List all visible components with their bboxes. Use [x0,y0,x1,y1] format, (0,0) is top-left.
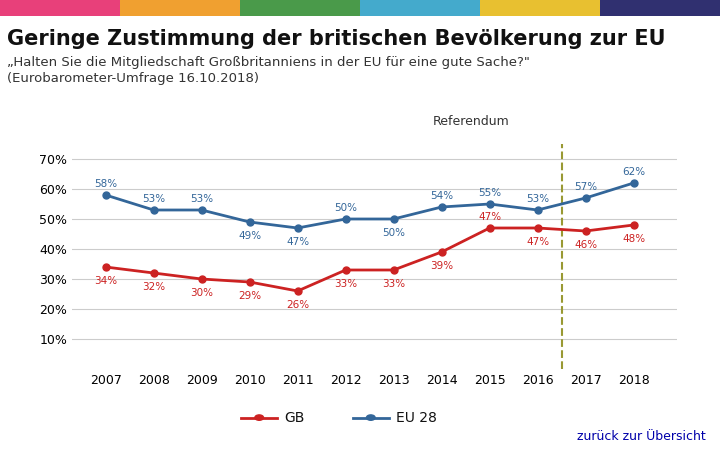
Text: 49%: 49% [238,231,261,241]
Text: (Eurobarometer-Umfrage 16.10.2018): (Eurobarometer-Umfrage 16.10.2018) [7,72,259,85]
Text: 29%: 29% [238,291,261,301]
Text: 32%: 32% [142,282,165,292]
Text: 30%: 30% [190,288,213,298]
Text: 34%: 34% [94,276,117,286]
Text: 58%: 58% [94,179,117,189]
Text: 47%: 47% [526,237,549,247]
Text: 33%: 33% [334,279,357,289]
Text: GB: GB [284,410,305,425]
Text: EU 28: EU 28 [396,410,437,425]
Text: 47%: 47% [286,237,309,247]
Text: 55%: 55% [478,188,501,198]
Text: 57%: 57% [574,182,597,192]
Text: 46%: 46% [574,240,597,250]
Text: Geringe Zustimmung der britischen Bevölkerung zur EU: Geringe Zustimmung der britischen Bevölk… [7,29,666,49]
Text: 53%: 53% [190,194,213,204]
Text: 47%: 47% [478,212,501,222]
Text: Referendum: Referendum [433,115,510,128]
Text: 39%: 39% [430,261,453,271]
Text: 50%: 50% [382,228,405,238]
Text: 54%: 54% [430,191,453,201]
Text: 50%: 50% [334,203,357,213]
Text: 48%: 48% [622,234,645,244]
Text: „Halten Sie die Mitgliedschaft Großbritanniens in der EU für eine gute Sache?": „Halten Sie die Mitgliedschaft Großbrita… [7,56,530,69]
Text: zurück zur Übersicht: zurück zur Übersicht [577,430,706,443]
Text: 53%: 53% [142,194,165,204]
Text: 33%: 33% [382,279,405,289]
Text: 53%: 53% [526,194,549,204]
Text: 62%: 62% [622,167,645,177]
Text: 26%: 26% [286,300,309,310]
